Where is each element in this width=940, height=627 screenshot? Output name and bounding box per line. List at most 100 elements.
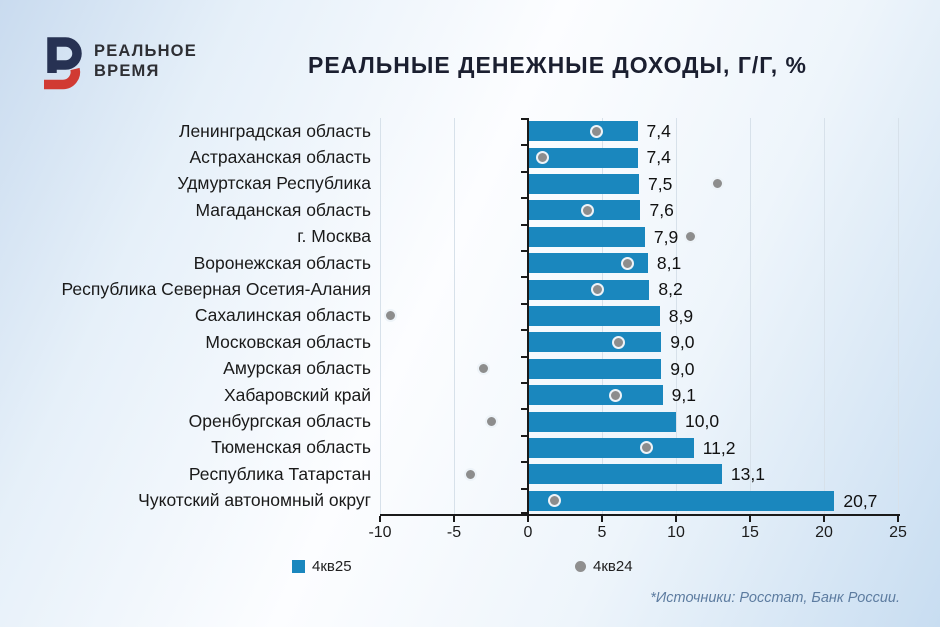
x-axis-tick — [453, 516, 455, 522]
y-axis-tick — [521, 144, 527, 147]
x-axis-tick — [897, 516, 899, 522]
x-axis-tick — [527, 516, 529, 522]
y-axis-tick — [521, 408, 527, 411]
value-label: 7,4 — [646, 121, 671, 141]
bar-4kv25 — [528, 226, 645, 247]
gridline — [676, 118, 677, 514]
category-label: Чукотский автономный округ — [138, 490, 371, 511]
gridline — [750, 118, 751, 514]
x-axis-line — [380, 514, 900, 516]
dot-4kv24 — [580, 203, 594, 217]
value-label: 20,7 — [843, 490, 878, 511]
value-label: 8,9 — [668, 305, 694, 326]
x-axis-tick — [379, 516, 381, 522]
bar-4kv25 — [528, 437, 694, 458]
value-label: 7,6 — [649, 200, 674, 221]
y-axis-tick — [521, 276, 527, 279]
dot-4kv24 — [639, 441, 653, 455]
value-label: 9,1 — [671, 385, 696, 405]
category-label: г. Москва — [297, 226, 371, 247]
bar-4kv25 — [528, 147, 638, 168]
dot-4kv24 — [611, 335, 625, 349]
dot-4kv24 — [608, 388, 622, 402]
bar-4kv25 — [528, 464, 722, 485]
y-axis-tick — [521, 382, 527, 384]
bar-4kv25 — [528, 253, 648, 274]
y-axis-tick — [521, 329, 527, 332]
x-axis-tick — [601, 516, 603, 522]
bar-4kv25 — [528, 358, 662, 379]
y-axis-tick — [521, 512, 527, 514]
table-row: Чукотский автономный округ 20,7 — [28, 488, 900, 514]
value-label: 8,1 — [656, 253, 682, 273]
dot-4kv24 — [589, 124, 603, 138]
legend-label: 4кв24 — [593, 558, 633, 575]
dot-4kv24 — [684, 230, 698, 244]
logo-text: РЕАЛЬНОЕ ВРЕМЯ — [94, 42, 197, 82]
logo-line1: РЕАЛЬНОЕ — [94, 41, 197, 60]
table-row: Республика Северная Осетия-Алания 8,2 — [28, 276, 900, 302]
gridline — [824, 118, 825, 514]
table-row: Удмуртская Республика 7,5 — [28, 171, 900, 197]
chart-title: РЕАЛЬНЫЕ ДЕНЕЖНЫЕ ДОХОДЫ, Г/Г, % — [308, 52, 807, 78]
dot-4kv24 — [383, 309, 397, 323]
legend-circle-marker — [575, 561, 586, 572]
category-label: Сахалинская область — [194, 305, 371, 326]
gridline — [454, 118, 455, 514]
category-label: Амурская область — [223, 358, 371, 379]
gridline — [898, 118, 899, 514]
dot-4kv24 — [477, 362, 491, 376]
category-label: Тюменская область — [211, 437, 371, 458]
category-label: Республика Татарстан — [188, 463, 371, 484]
y-axis-tick — [521, 118, 527, 120]
logo-mark-icon — [44, 37, 82, 90]
value-label: 10,0 — [685, 411, 720, 432]
value-label: 11,2 — [702, 437, 736, 458]
legend-square-marker — [292, 560, 305, 573]
x-axis-tick-label: 10 — [667, 524, 685, 541]
value-label: 8,2 — [658, 279, 683, 300]
bar-4kv25 — [528, 332, 662, 353]
x-axis-tick-label: 20 — [815, 524, 833, 541]
x-axis-tick-label: 0 — [523, 524, 533, 541]
table-row: Астраханская область 7,4 — [28, 144, 900, 170]
legend-label: 4кв25 — [312, 558, 352, 575]
x-axis-tick-label: 25 — [889, 524, 907, 541]
table-row: Сахалинская область 8,9 — [28, 303, 900, 329]
bar-chart: Ленинградская область 7,4 Астраханская обл… — [28, 118, 907, 546]
value-label: 7,4 — [646, 147, 671, 168]
category-label: Хабаровский край — [223, 384, 371, 405]
category-label: Республика Северная Осетия-Алания — [61, 279, 371, 300]
x-axis-tick — [823, 516, 825, 522]
x-axis-tick-label: 5 — [597, 524, 607, 541]
y-axis-tick — [521, 461, 527, 464]
table-row: г. Москва 7,9 — [28, 224, 900, 250]
value-label: 9,0 — [670, 332, 695, 353]
y-axis-tick — [521, 170, 527, 173]
bar-4kv25 — [528, 305, 660, 326]
y-axis-tick — [521, 355, 527, 358]
bar-4kv25 — [528, 121, 638, 142]
y-axis-line — [527, 118, 529, 514]
x-axis-tick — [675, 516, 677, 522]
table-row: Ленинградская область 7,4 — [28, 118, 900, 144]
x-axis-tick-label: -5 — [446, 524, 462, 541]
gridline — [380, 118, 381, 514]
bar-4kv25 — [528, 411, 676, 432]
dot-4kv24 — [548, 494, 562, 508]
value-label: 7,5 — [648, 173, 673, 194]
category-label: Ленинградская область — [178, 120, 371, 141]
x-axis-tick-label: 15 — [741, 524, 759, 541]
table-row: Оренбургская область 10,0 — [28, 408, 900, 434]
dot-4kv24 — [591, 283, 605, 297]
table-row: Тюменская область 11,2 — [28, 435, 900, 461]
x-axis-tick — [749, 516, 751, 522]
legend-item-4kv25: 4кв25 — [292, 558, 352, 575]
bar-4kv25 — [528, 385, 663, 406]
logo-line2: ВРЕМЯ — [94, 61, 160, 80]
dot-4kv24 — [536, 151, 550, 165]
bar-4kv25 — [528, 490, 835, 511]
x-axis-tick-label: -10 — [368, 524, 392, 541]
legend-item-4kv24: 4кв24 — [575, 558, 633, 575]
